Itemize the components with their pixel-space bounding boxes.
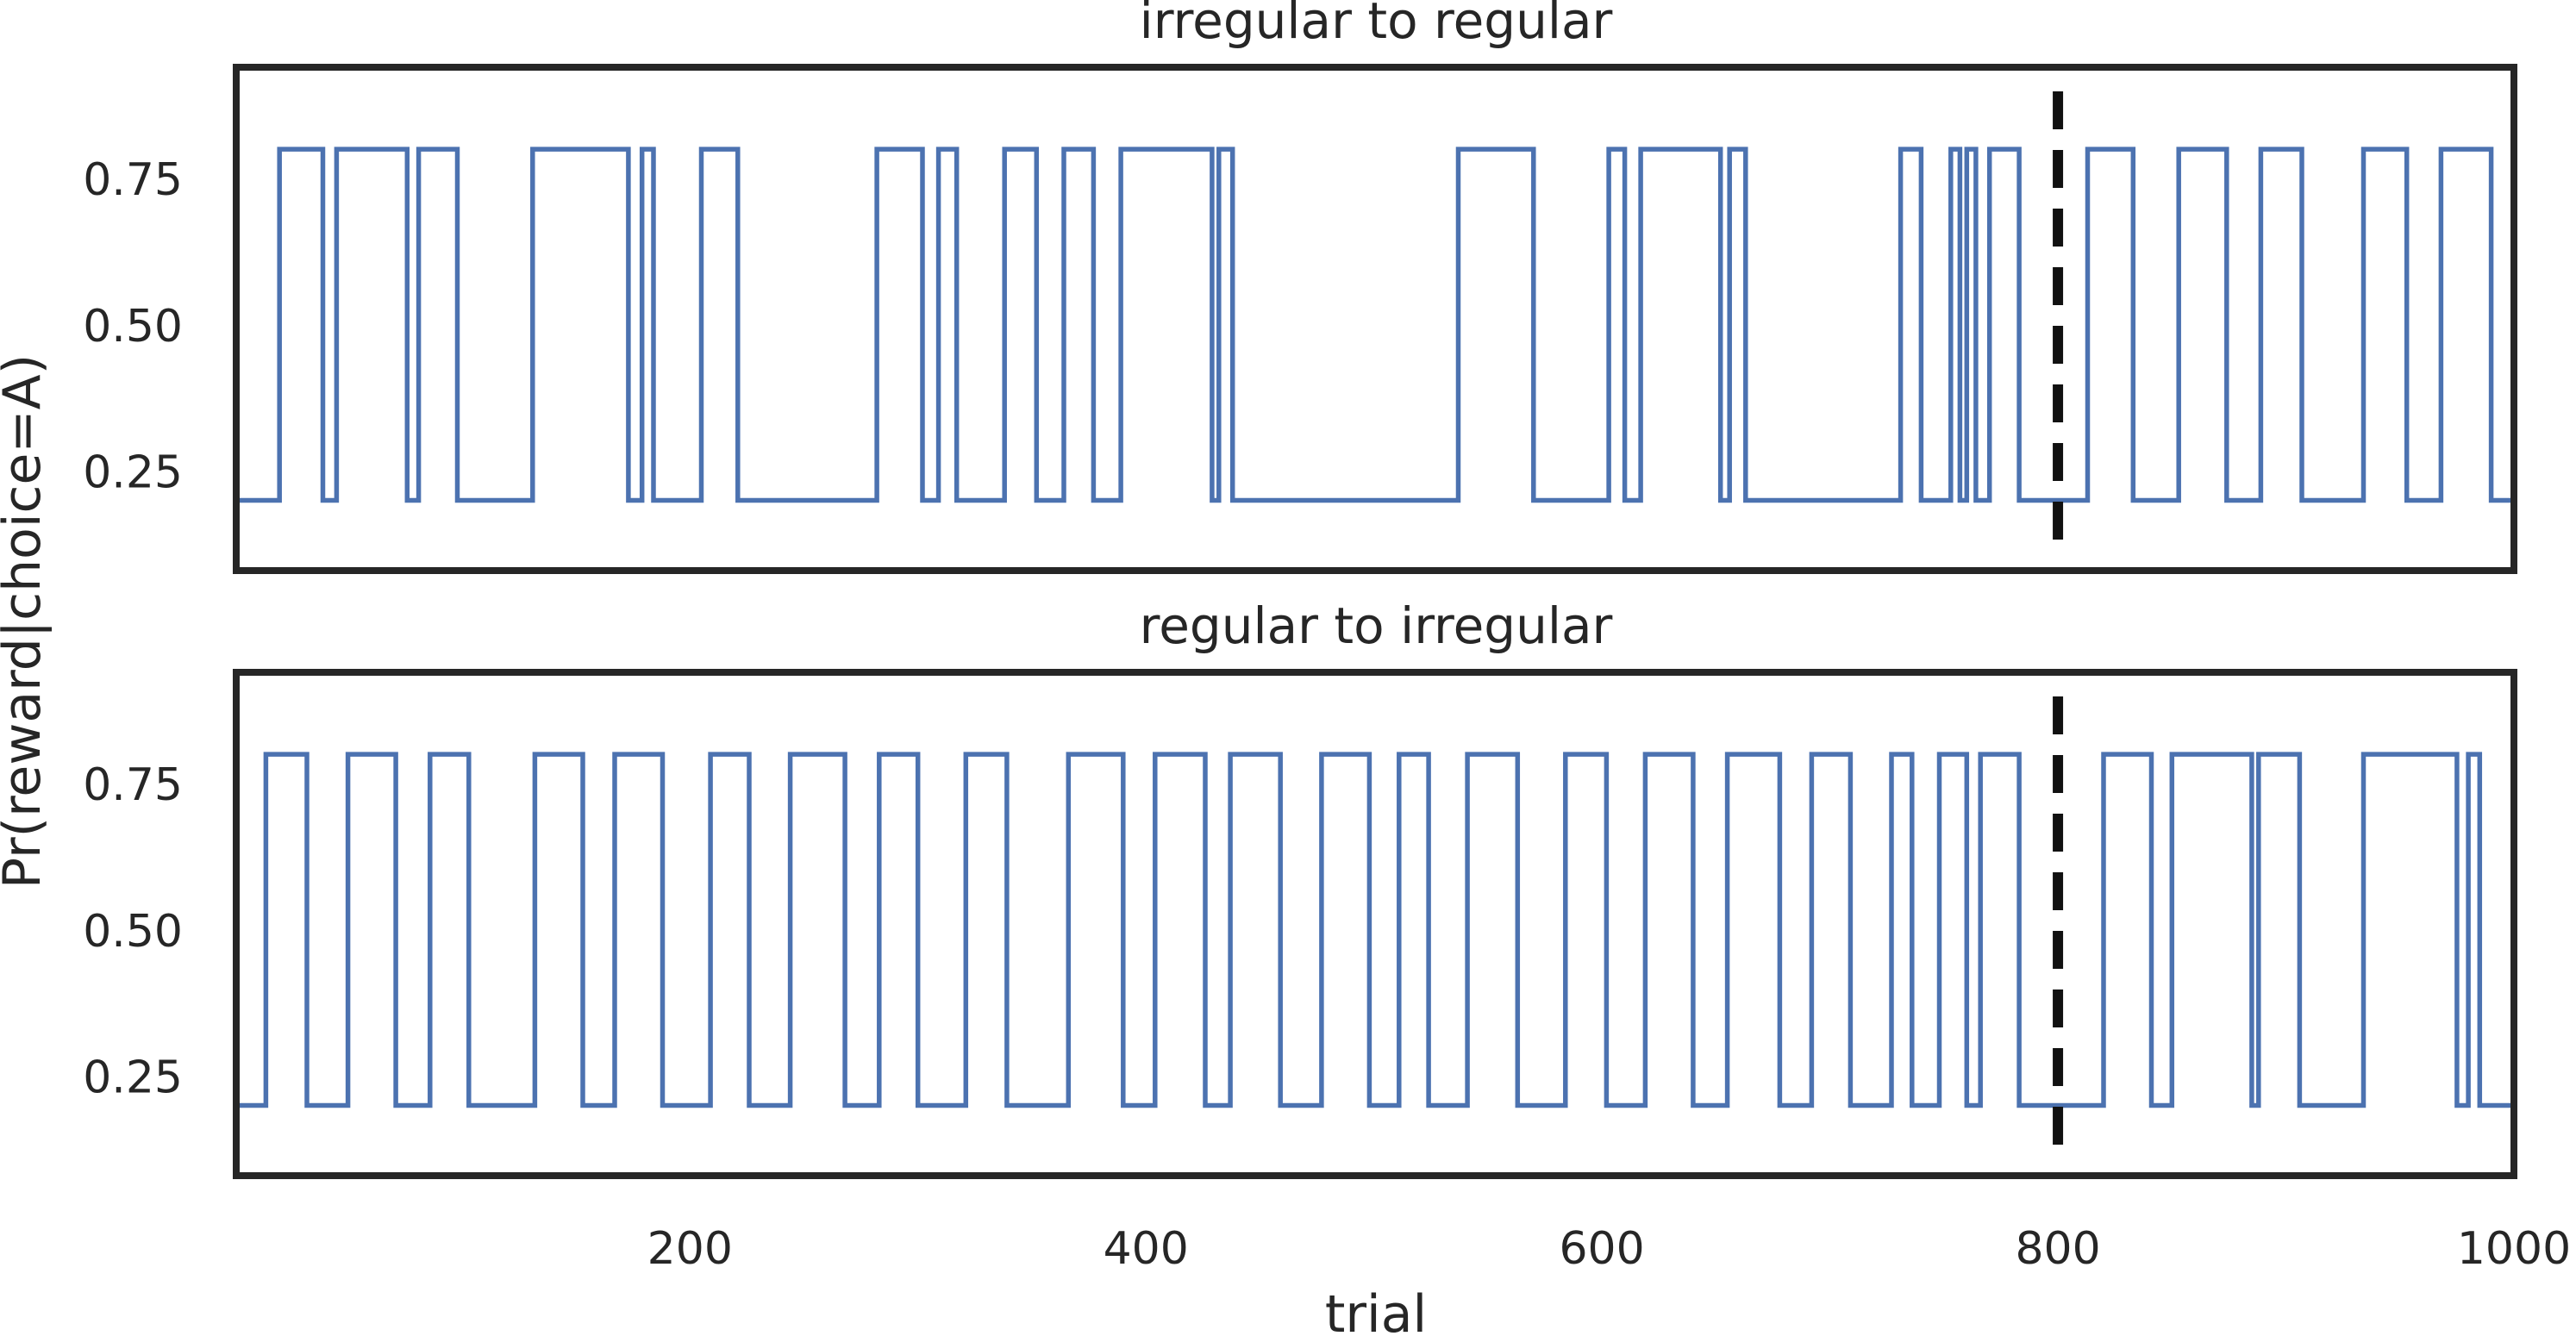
- y-tick-label: 0.50: [83, 906, 183, 958]
- x-tick-label: 800: [2015, 1223, 2100, 1275]
- panel-title-top: irregular to regular: [1140, 0, 1613, 50]
- x-ticks: 200 400 600 800 1000: [647, 1223, 2572, 1275]
- y-tick-label: 0.25: [83, 447, 183, 499]
- y-ticks-top: 0.25 0.50 0.75: [83, 154, 183, 499]
- panel-title-bottom: regular to irregular: [1140, 596, 1613, 655]
- series-line: [236, 147, 2514, 503]
- panel-irregular-to-regular: irregular to regular 0.25 0.50 0.75: [83, 0, 2517, 574]
- panel-regular-to-irregular: regular to irregular 0.25 0.50 0.75: [83, 596, 2517, 1179]
- x-tick-label: 400: [1104, 1223, 1189, 1275]
- x-tick-label: 200: [647, 1223, 733, 1275]
- y-ticks-bottom: 0.25 0.50 0.75: [83, 759, 183, 1104]
- y-tick-label: 0.25: [83, 1052, 183, 1104]
- plot-frame-top: [233, 64, 2517, 574]
- series-group-bottom: [236, 696, 2514, 1158]
- y-tick-label: 0.75: [83, 154, 183, 206]
- y-axis-label: Pr(reward|choice=A): [0, 354, 53, 889]
- y-tick-label: 0.75: [83, 759, 183, 811]
- x-tick-label: 1000: [2457, 1223, 2571, 1275]
- y-tick-label: 0.50: [83, 301, 183, 353]
- x-tick-label: 600: [1559, 1223, 1644, 1275]
- x-axis-label: trial: [1325, 1284, 1427, 1336]
- plot-frame-bottom: [233, 669, 2517, 1179]
- series-group-top: [236, 91, 2514, 553]
- series-line: [236, 752, 2514, 1108]
